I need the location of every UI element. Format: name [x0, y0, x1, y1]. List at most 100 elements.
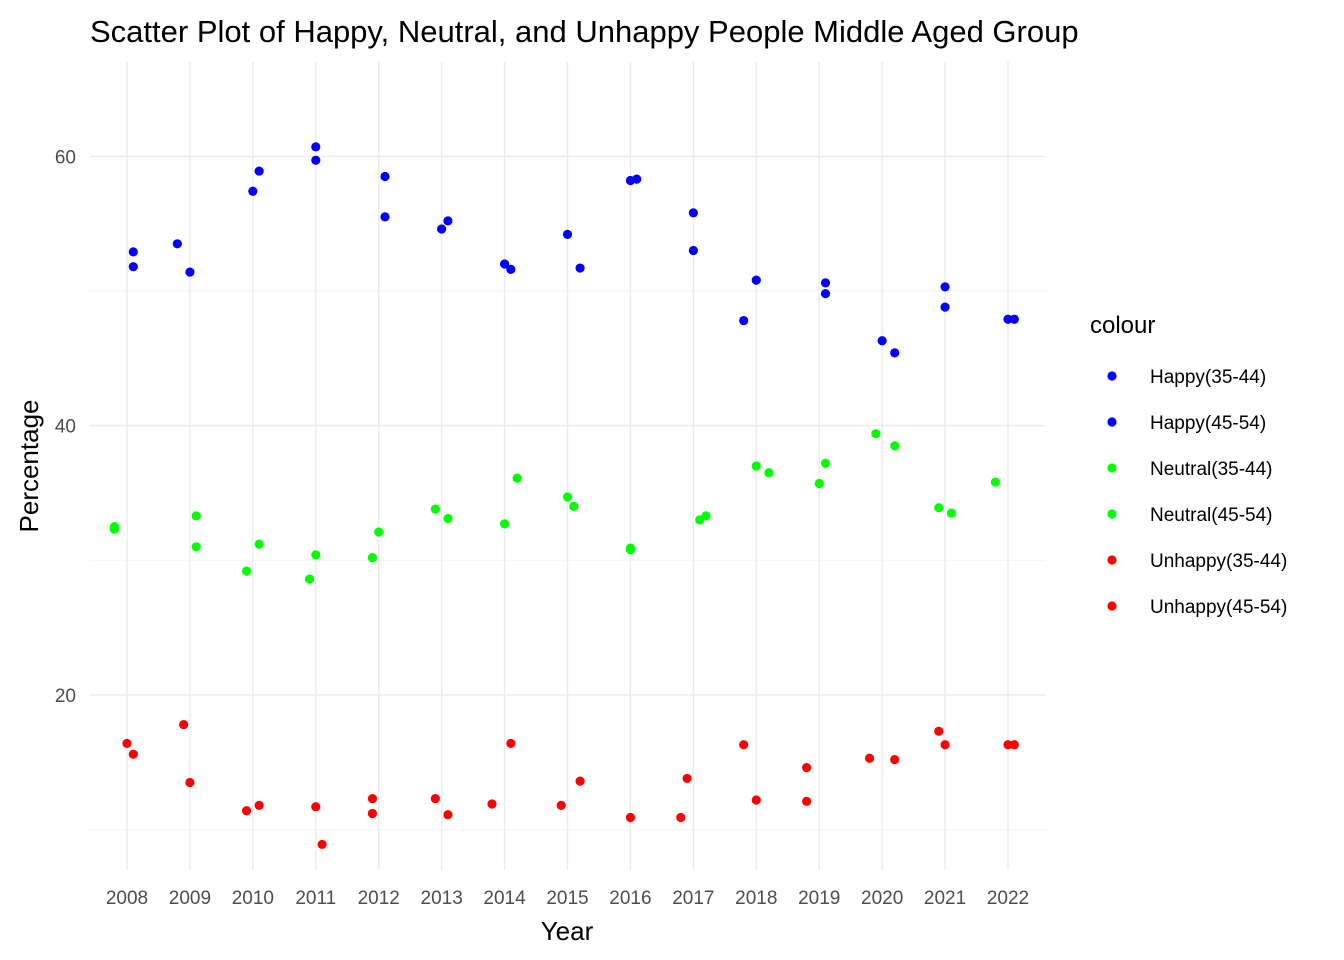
legend-label-2: Neutral(35-44)	[1150, 459, 1273, 480]
legend-key-5	[1107, 601, 1117, 611]
point-1-6	[506, 264, 516, 274]
point-5-8	[682, 773, 692, 784]
point-2-2	[241, 566, 252, 576]
point-4-12	[864, 753, 875, 763]
point-5-13	[1003, 740, 1013, 750]
point-1-2	[254, 166, 264, 176]
point-0-13	[940, 302, 950, 312]
point-4-2	[241, 806, 252, 816]
point-3-11	[814, 478, 824, 489]
x-tick-label-2018: 2018	[735, 888, 777, 909]
point-4-3	[311, 802, 321, 812]
point-5-11	[890, 754, 900, 765]
point-3-2	[254, 539, 264, 549]
point-0-10	[751, 275, 761, 285]
point-5-4	[367, 808, 378, 819]
point-2-11	[820, 458, 831, 468]
legend-key-0	[1107, 371, 1117, 381]
point-1-12	[890, 348, 900, 358]
x-tick-label-2021: 2021	[924, 888, 966, 909]
x-tick-label-2011: 2011	[295, 888, 336, 909]
point-0-6	[499, 259, 510, 269]
point-2-1	[191, 511, 201, 521]
point-4-10	[751, 795, 761, 805]
legend-key-2	[1107, 463, 1117, 473]
x-tick-label-2022: 2022	[987, 888, 1029, 909]
series-5	[122, 738, 1013, 850]
point-3-13	[946, 508, 956, 518]
point-3-1	[191, 542, 201, 552]
point-3-0	[109, 524, 120, 534]
point-5-0	[122, 738, 132, 749]
point-1-8	[625, 175, 636, 186]
point-4-7	[556, 800, 566, 810]
point-0-4	[380, 212, 390, 222]
point-1-7	[575, 263, 585, 273]
series-3	[109, 441, 956, 584]
point-1-4	[380, 171, 390, 182]
point-0-11	[820, 289, 831, 299]
point-2-5	[430, 504, 440, 514]
point-2-12	[871, 429, 881, 439]
point-0-7	[562, 229, 573, 239]
point-4-6	[487, 799, 497, 809]
y-axis-ticks: 20 40 60	[55, 147, 76, 707]
point-3-12	[890, 441, 900, 451]
point-1-3	[311, 142, 321, 152]
x-tick-label-2017: 2017	[672, 888, 714, 909]
x-axis-ticks: 2008 2009 2010 2011 2012 2013 2014 2015 2016 2017…	[106, 888, 1029, 909]
x-tick-label-2014: 2014	[483, 888, 526, 909]
y-tick-label-20: 20	[55, 686, 76, 707]
point-2-13	[934, 503, 944, 513]
chart-title: Scatter Plot of Happy, Neutral, and Unha…	[90, 14, 1079, 49]
point-0-12	[877, 336, 887, 346]
point-4-8	[625, 812, 636, 823]
point-5-5	[430, 794, 440, 804]
legend-title: colour	[1090, 312, 1155, 339]
point-4-14	[1009, 740, 1019, 750]
legend-key-4	[1107, 555, 1117, 565]
point-5-12	[940, 740, 950, 750]
x-tick-label-2020: 2020	[861, 888, 903, 909]
point-0-14	[1009, 314, 1019, 324]
point-0-9	[688, 208, 698, 218]
legend-label-0: Happy(35-44)	[1150, 367, 1266, 388]
point-4-0	[128, 749, 138, 759]
y-axis-title: Percentage	[14, 400, 44, 533]
point-1-1	[172, 239, 182, 249]
point-1-9	[688, 245, 698, 256]
series-4	[128, 719, 1019, 823]
legend-label-5: Unhappy(45-54)	[1150, 597, 1287, 618]
legend: colour Happy(35-44) Happy(45-54) Neutral(3…	[1090, 312, 1287, 618]
grid	[90, 62, 1045, 870]
legend-label-4: Unhappy(35-44)	[1150, 551, 1287, 572]
point-3-6	[512, 473, 522, 483]
x-tick-label-2016: 2016	[609, 888, 651, 909]
point-0-0	[128, 247, 138, 257]
data-points	[109, 142, 1019, 850]
point-0-3	[311, 155, 321, 165]
legend-key-1	[1107, 417, 1117, 427]
legend-label-1: Happy(45-54)	[1150, 413, 1266, 434]
series-0	[128, 155, 1019, 346]
point-2-14	[990, 477, 1001, 487]
point-1-0	[128, 262, 138, 272]
point-1-14	[1003, 314, 1013, 324]
point-1-11	[820, 278, 831, 288]
point-4-9	[676, 812, 686, 823]
point-1-5	[443, 216, 453, 226]
x-tick-label-2012: 2012	[358, 888, 400, 909]
point-3-3	[304, 574, 315, 584]
point-1-13	[940, 282, 950, 292]
point-0-2	[248, 186, 258, 196]
x-tick-label-2009: 2009	[169, 888, 211, 909]
point-4-1	[179, 719, 189, 730]
series-2	[109, 429, 1001, 576]
point-4-11	[802, 763, 812, 773]
point-0-1	[185, 267, 195, 277]
point-3-10	[764, 468, 774, 478]
point-3-8	[625, 544, 636, 555]
x-tick-label-2008: 2008	[106, 888, 148, 909]
point-0-5	[437, 224, 447, 234]
